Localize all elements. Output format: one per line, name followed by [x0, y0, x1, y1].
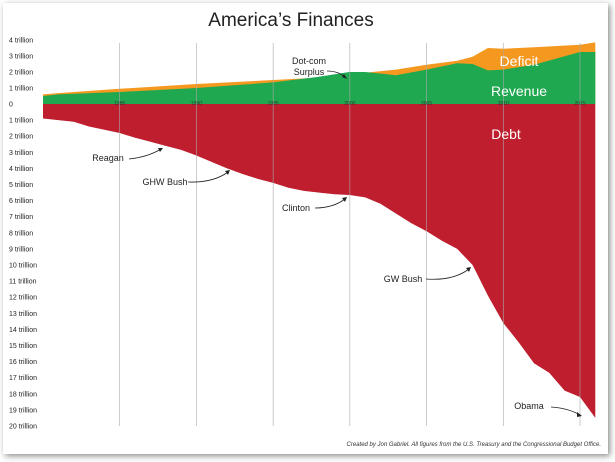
ghw-bush-arrow	[187, 171, 229, 183]
y-tick-label: 13 trillion	[9, 311, 37, 318]
revenue-area-label: Revenue	[491, 83, 547, 99]
y-tick-label: 11 trillion	[9, 279, 37, 286]
y-tick-label: 16 trillion	[9, 359, 37, 366]
dotcom-annotation-line1: Dot-com	[292, 56, 326, 66]
debt-area-label: Debt	[491, 126, 521, 142]
obama-arrow	[550, 406, 581, 416]
y-tick-label: 5 trillion	[9, 182, 33, 189]
clinton-arrowhead	[342, 197, 347, 202]
x-tick-label: 2005	[421, 101, 432, 107]
dotcom-annotation-line2: Surplus	[294, 67, 325, 77]
ghw-bush-arrowhead	[225, 170, 230, 175]
dotcom-arrowhead	[342, 74, 347, 79]
x-tick-label: 1995	[268, 101, 279, 107]
reagan-arrowhead	[158, 148, 163, 152]
y-tick-label: 19 trillion	[9, 407, 37, 414]
debt-area	[43, 104, 596, 418]
y-tick-label: 8 trillion	[9, 230, 33, 237]
y-tick-label: 2 trillion	[9, 134, 33, 141]
gw-bush-arrowhead	[466, 267, 471, 272]
revenue-area	[43, 52, 596, 104]
y-tick-label: 14 trillion	[9, 327, 37, 334]
gw-bush-annotation: GW Bush	[384, 274, 423, 284]
y-tick-label: 3 trillion	[9, 54, 33, 61]
y-tick-label: 1 trillion	[9, 86, 33, 93]
x-tick-label: 2015	[574, 101, 585, 107]
reagan-arrow	[128, 148, 162, 160]
y-tick-label: 1 trillion	[9, 118, 33, 125]
obama-arrowhead	[577, 412, 582, 417]
y-tick-label: 18 trillion	[9, 391, 37, 398]
y-tick-label: 6 trillion	[9, 198, 33, 205]
areas-layer	[43, 42, 596, 418]
clinton-arrow	[314, 198, 346, 209]
america-finances-chart: America’s Finances 4 trillion 3 trillion 2…	[9, 10, 601, 448]
y-tick-label: 4 trillion	[9, 38, 33, 45]
ghw-bush-annotation: GHW Bush	[142, 177, 187, 187]
x-tick-label: 1985	[114, 101, 125, 107]
y-tick-label: 4 trillion	[9, 166, 33, 173]
annotations-layer: Dot-com Surplus Reagan GHW Bush Clinton …	[92, 56, 582, 417]
y-tick-label: 2 trillion	[9, 70, 33, 77]
y-tick-label: 15 trillion	[9, 343, 37, 350]
chart-page: America’s Finances 4 trillion 3 trillion 2…	[3, 3, 608, 454]
y-tick-label: 10 trillion	[9, 263, 37, 270]
axis-labels-layer: 4 trillion 3 trillion 2 trillion 1 trillion…	[9, 38, 586, 431]
y-tick-label: 3 trillion	[9, 150, 33, 157]
y-tick-label: 7 trillion	[9, 214, 33, 221]
x-tick-label: 2010	[498, 101, 509, 107]
x-tick-label: 1990	[191, 101, 202, 107]
reagan-annotation: Reagan	[92, 153, 124, 163]
chart-title: America’s Finances	[208, 10, 373, 31]
y-tick-label: 17 trillion	[9, 375, 37, 382]
y-tick-label: 12 trillion	[9, 295, 37, 302]
y-tick-label: 20 trillion	[9, 424, 37, 431]
gridlines-layer	[119, 43, 581, 426]
credit-note: Created by Jon Gabriel. All figures from…	[347, 442, 601, 448]
obama-annotation: Obama	[514, 401, 544, 411]
deficit-area-label: Deficit	[500, 53, 539, 69]
y-tick-label: 9 trillion	[9, 246, 33, 253]
x-tick-label: 2000	[344, 101, 355, 107]
clinton-annotation: Clinton	[282, 203, 310, 213]
gw-bush-arrow	[425, 268, 470, 280]
y-tick-label: 0	[9, 102, 13, 109]
